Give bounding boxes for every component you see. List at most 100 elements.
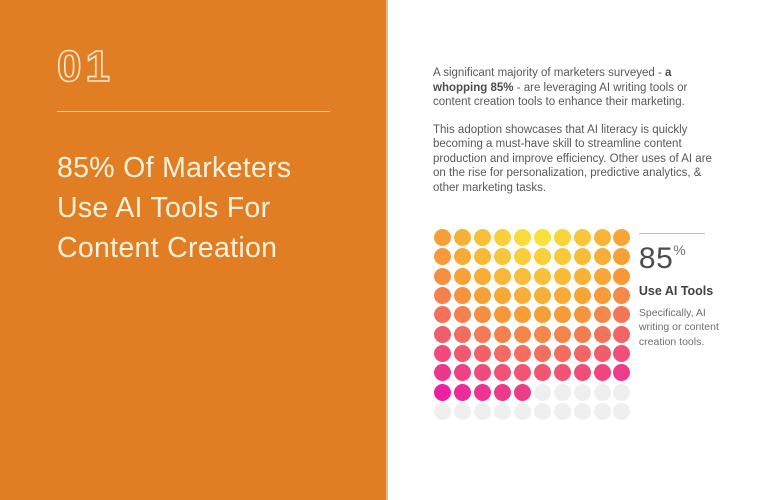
waffle-dot (494, 344, 512, 362)
waffle-dot (593, 267, 611, 285)
waffle-dot (573, 287, 591, 305)
waffle-dot (593, 344, 611, 362)
waffle-dot (573, 402, 591, 420)
waffle-dot (593, 306, 611, 324)
waffle-dot (494, 248, 512, 266)
waffle-dot (434, 383, 452, 401)
waffle-dot (573, 344, 591, 362)
waffle-dot (533, 306, 551, 324)
waffle-dot (454, 267, 472, 285)
left-panel: 01 85% Of Marketers Use AI Tools For Con… (0, 0, 388, 500)
waffle-dot (533, 248, 551, 266)
waffle-dot (514, 364, 531, 382)
intro-text-start: A significant majority of marketers surv… (433, 67, 665, 79)
waffle-dot (613, 402, 631, 420)
waffle-dot (494, 267, 512, 285)
waffle-dot (454, 229, 472, 247)
waffle-dot (454, 383, 472, 401)
waffle-dot (533, 325, 551, 343)
waffle-dot (434, 364, 452, 382)
waffle-dot (533, 383, 551, 401)
waffle-dot (514, 306, 531, 324)
waffle-dot (593, 229, 611, 247)
waffle-dot (573, 267, 591, 285)
stat-value: 85% (639, 243, 749, 275)
waffle-dot (434, 248, 452, 266)
waffle-dot (593, 383, 611, 401)
waffle-dot (613, 383, 631, 401)
left-divider-line (57, 111, 330, 112)
waffle-dot (573, 325, 591, 343)
waffle-dot (434, 229, 452, 247)
waffle-dot (553, 306, 571, 324)
waffle-dot (613, 229, 631, 247)
waffle-dot (434, 344, 452, 362)
waffle-dot (494, 364, 512, 382)
content-panel: A significant majority of marketers surv… (388, 0, 773, 500)
waffle-dot (613, 306, 631, 324)
waffle-dot (553, 344, 571, 362)
waffle-dot (474, 267, 492, 285)
waffle-dot (454, 287, 472, 305)
waffle-dot (514, 248, 531, 266)
waffle-dot (474, 325, 492, 343)
waffle-dot (454, 325, 472, 343)
stat-title: Use AI Tools (638, 283, 714, 298)
waffle-dot (494, 287, 512, 305)
waffle-dot (474, 287, 492, 305)
waffle-dot (514, 402, 531, 420)
waffle-dot (474, 364, 492, 382)
waffle-dot (494, 325, 512, 343)
waffle-dot (593, 402, 611, 420)
intro-text-end: - are leveraging AI writing tools or con… (433, 81, 688, 109)
stat-percent-sign: % (673, 242, 686, 258)
waffle-dot (474, 306, 492, 324)
waffle-dot (454, 306, 472, 324)
waffle-dot (613, 344, 631, 362)
waffle-dot (553, 325, 571, 343)
waffle-dot (494, 402, 512, 420)
waffle-dot (434, 267, 452, 285)
waffle-dot (573, 383, 591, 401)
waffle-dot (613, 267, 631, 285)
waffle-dot (494, 383, 512, 401)
page-title: 85% Of Marketers Use AI Tools For Conten… (57, 152, 292, 264)
waffle-dot (514, 344, 531, 362)
waffle-dot (454, 344, 472, 362)
intro-text-bold: a whopping 85% (433, 67, 672, 94)
waffle-dot (454, 402, 472, 420)
waffle-dot (553, 248, 571, 266)
waffle-dot (474, 248, 492, 266)
stat-divider-line (638, 233, 705, 234)
waffle-dot (434, 402, 452, 420)
waffle-dot (514, 325, 531, 343)
waffle-dot (553, 229, 571, 247)
waffle-dot (553, 364, 571, 382)
waffle-dot (593, 248, 611, 266)
waffle-dot (613, 248, 631, 266)
waffle-dot (434, 306, 452, 324)
waffle-dot (613, 364, 631, 382)
intro-paragraph: A significant majority of marketers surv… (433, 66, 715, 110)
waffle-dot (573, 364, 591, 382)
waffle-dot (494, 306, 512, 324)
waffle-dot (533, 287, 551, 305)
slide-number: 01 (56, 42, 114, 91)
stat-block: 85% Use AI Tools Specifically, AI writin… (638, 228, 749, 349)
waffle-dot (514, 229, 531, 247)
waffle-dot (514, 383, 531, 401)
waffle-dot (533, 364, 551, 382)
waffle-dot (474, 383, 492, 401)
waffle-dot (573, 306, 591, 324)
waffle-dot (553, 287, 571, 305)
waffle-dot (533, 267, 551, 285)
waffle-dot (593, 364, 611, 382)
waffle-dot (474, 402, 492, 420)
waffle-dot (573, 248, 591, 266)
waffle-dot (593, 287, 611, 305)
chart-section: 85% Use AI Tools Specifically, AI writin… (433, 228, 773, 421)
waffle-chart (433, 228, 632, 421)
waffle-dot (454, 248, 472, 266)
waffle-dot (474, 344, 492, 362)
